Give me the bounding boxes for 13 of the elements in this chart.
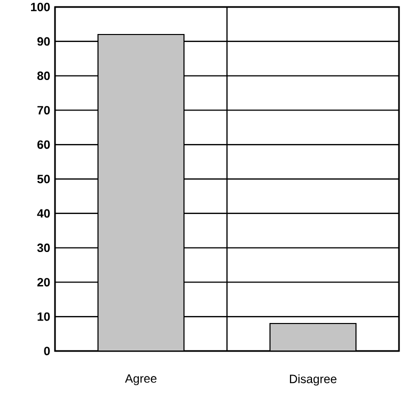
y-tick-label: 30	[37, 244, 50, 252]
y-tick-label: 100	[31, 2, 50, 12]
y-tick-label: 60	[37, 140, 50, 149]
y-tick-label: 90	[37, 37, 50, 46]
y-tick-label: 70	[37, 106, 50, 114]
y-tick-label: 20	[37, 278, 50, 286]
x-tick-label: Disagree	[290, 374, 336, 386]
y-tick-label: 10	[38, 312, 50, 321]
y-tick-label: 0	[44, 346, 50, 356]
y-tick-label: 40	[37, 209, 50, 218]
y-tick-label: 80	[37, 72, 50, 80]
y-tick-label: 50	[37, 174, 50, 184]
x-tick-label: Agree	[125, 374, 156, 386]
